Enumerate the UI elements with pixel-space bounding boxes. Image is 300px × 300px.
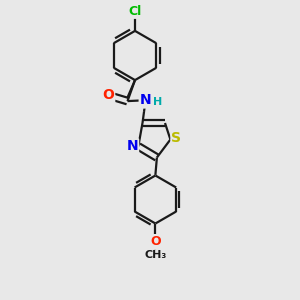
Text: O: O (150, 235, 161, 248)
Text: CH₃: CH₃ (144, 250, 166, 260)
Text: H: H (153, 97, 162, 107)
Text: S: S (171, 131, 182, 145)
Text: N: N (127, 140, 138, 153)
Text: Cl: Cl (128, 5, 142, 18)
Text: O: O (102, 88, 114, 102)
Text: N: N (140, 94, 151, 107)
